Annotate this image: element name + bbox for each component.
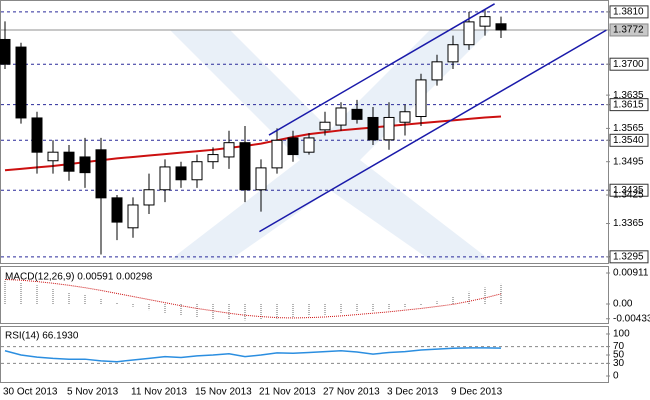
candle-body (223, 142, 235, 158)
y-tick-label: 1.3810 (613, 7, 644, 18)
y-tick-label: 30 (613, 358, 625, 369)
y-tick-label: 1.3425 (613, 190, 644, 201)
candle-body (95, 149, 107, 199)
candle-body (31, 117, 43, 153)
candle-body (303, 137, 315, 153)
level-label-box (609, 183, 649, 197)
candle-body (271, 139, 283, 169)
candle-body (479, 16, 491, 27)
candle-body (447, 44, 459, 63)
level-label-box (609, 98, 649, 112)
candle-body (239, 142, 251, 191)
y-tick-label: 1.3365 (613, 218, 644, 229)
y-tick-label: 1.3495 (613, 156, 644, 167)
candle-body (319, 121, 331, 131)
x-tick-label: 30 Oct 2013 (3, 387, 58, 398)
candle-body (159, 166, 171, 191)
candle-body (367, 116, 379, 141)
level-label-box (609, 133, 649, 147)
candle-body (255, 167, 267, 191)
trendline (268, 3, 495, 136)
x-tick-label: 27 Nov 2013 (323, 387, 380, 398)
candle-body (415, 79, 427, 118)
price-label-box (609, 23, 649, 37)
y-tick-label: 100 (613, 329, 630, 340)
y-tick-label: 1.3565 (613, 123, 644, 134)
candle-body (287, 137, 299, 156)
y-tick-label: 0.00 (613, 299, 633, 310)
y-tick-label: 70 (613, 341, 625, 352)
y-tick-label: 1.3772 (613, 25, 644, 36)
x-tick-label: 11 Nov 2013 (131, 387, 187, 398)
candle-body (383, 116, 395, 141)
macd-title: MACD(12,26,9) 0.00591 0.00298 (5, 272, 153, 283)
candle-body (111, 197, 123, 223)
x-tick-label: 15 Nov 2013 (195, 387, 252, 398)
rsi-title: RSI(14) 66.1930 (5, 331, 79, 342)
watermark (170, 30, 490, 260)
y-tick-label: -0.00433 (613, 313, 650, 324)
price-panel (0, 0, 609, 264)
candle-body (127, 204, 139, 229)
candle-body (15, 46, 27, 119)
candle-body (191, 161, 203, 181)
trendline (259, 29, 607, 233)
candle-body (431, 61, 443, 81)
y-tick-label: 1.3635 (613, 90, 644, 101)
level-label-box (609, 57, 649, 71)
rsi-line (4, 347, 502, 363)
y-tick-label: 1.3540 (613, 135, 644, 146)
y-tick-label: 50 (613, 350, 625, 361)
y-tick-label: 0.00911 (613, 268, 649, 279)
y-tick-label: 1.3615 (613, 99, 644, 110)
candle-body (79, 156, 91, 174)
y-tick-label: 0 (613, 371, 619, 382)
level-label-box (609, 250, 649, 264)
candle-body (335, 107, 347, 126)
x-tick-label: 5 Nov 2013 (67, 387, 119, 398)
x-tick-label: 9 Dec 2013 (451, 387, 503, 398)
candle-body (463, 21, 475, 46)
signal-line (4, 279, 502, 319)
candle-body (495, 23, 507, 31)
candle-body (399, 111, 411, 123)
level-label-box (609, 5, 649, 19)
candle-body (175, 166, 187, 181)
candle-body (207, 154, 219, 163)
y-tick-label: 1.3295 (613, 251, 644, 262)
candle-body (63, 151, 75, 172)
candle-body (143, 189, 155, 206)
x-tick-label: 21 Nov 2013 (259, 387, 316, 398)
x-tick-label: 3 Dec 2013 (387, 387, 439, 398)
y-tick-label: 1.3700 (613, 59, 644, 70)
macd-panel (0, 266, 609, 324)
y-tick-label: 1.3435 (613, 185, 644, 196)
candle-body (47, 151, 59, 162)
candle-body (351, 108, 363, 120)
candle-body (0, 38, 11, 65)
